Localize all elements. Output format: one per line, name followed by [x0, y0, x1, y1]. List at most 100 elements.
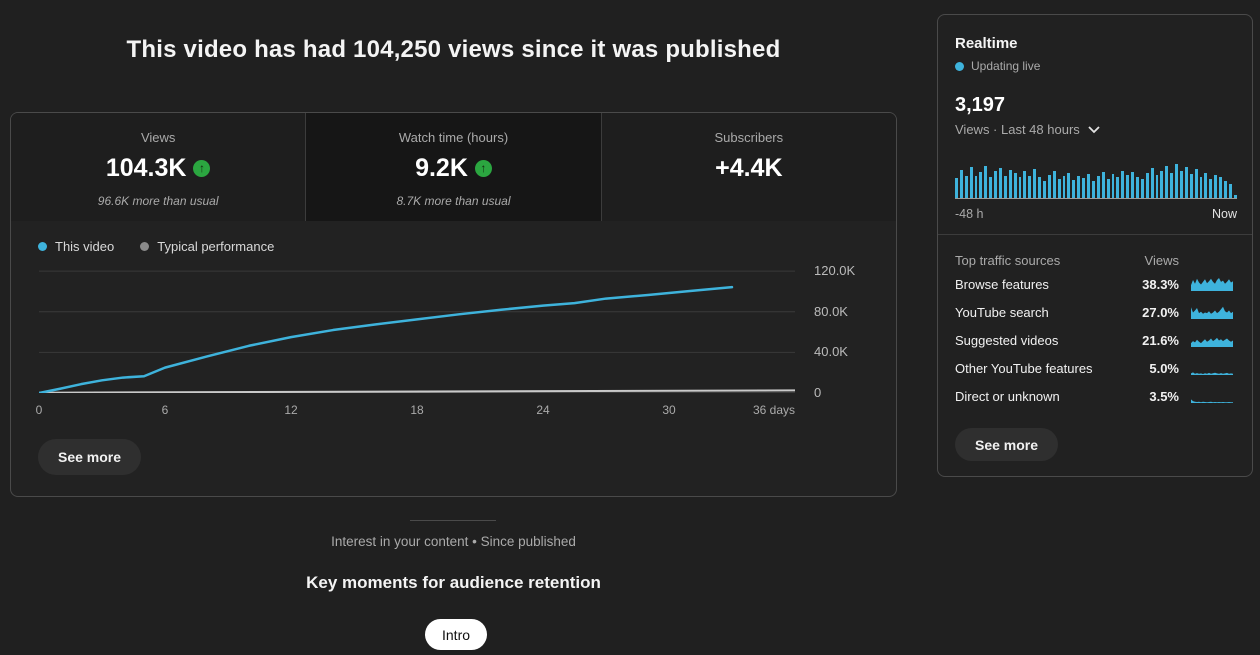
realtime-bar — [964, 176, 968, 198]
realtime-bar — [1052, 171, 1056, 198]
realtime-bar — [1170, 173, 1174, 198]
views-line-chart[interactable] — [37, 261, 796, 395]
key-moments-title: Key moments for audience retention — [306, 573, 601, 592]
x-axis-labels: 0 6 12 18 24 30 36 days — [36, 403, 795, 419]
realtime-bar — [1199, 177, 1203, 198]
realtime-bar — [959, 170, 963, 198]
traffic-source-percentage: 27.0% — [1142, 304, 1179, 320]
realtime-see-more-button[interactable]: See more — [955, 428, 1059, 461]
legend-typical-performance[interactable]: Typical performance — [140, 239, 274, 254]
tab-watch-time[interactable]: Watch time (hours) 9.2K ↑ 8.7K more than… — [305, 113, 601, 221]
card-divider — [938, 234, 1252, 235]
realtime-bar — [1223, 181, 1227, 198]
y-tick-label: 120.0K — [814, 263, 856, 279]
realtime-bar — [1057, 179, 1061, 198]
tab-watch-time-subtitle: 8.7K more than usual — [396, 194, 511, 208]
realtime-bar — [1116, 177, 1120, 198]
realtime-bar — [1101, 172, 1105, 198]
tab-subscribers[interactable]: Subscribers +4.4K — [600, 113, 896, 221]
traffic-source-sparkline — [1191, 389, 1233, 403]
tab-watch-time-value: 9.2K — [415, 154, 468, 182]
realtime-bar — [1150, 168, 1154, 198]
traffic-source-label: YouTube search — [955, 304, 1049, 320]
intro-moment-chip[interactable]: Intro — [425, 619, 488, 650]
live-dot-icon — [955, 61, 964, 71]
realtime-bar — [969, 167, 973, 198]
realtime-views-count: 3,197 — [955, 94, 1006, 116]
traffic-source-label: Browse features — [955, 276, 1049, 292]
realtime-bar — [1214, 175, 1218, 198]
axis-end-label: Now — [1211, 207, 1237, 221]
realtime-bar — [994, 171, 998, 198]
legend-this-video-label: This video — [55, 239, 115, 254]
realtime-axis: -48 h Now — [955, 207, 1237, 221]
traffic-source-percentage: 38.3% — [1142, 276, 1179, 292]
traffic-source-row: Suggested videos 21.6% — [955, 326, 1233, 354]
realtime-bar — [1204, 173, 1208, 198]
realtime-bar — [1209, 179, 1213, 198]
realtime-bar — [1140, 179, 1144, 198]
realtime-card: Realtime Updating live 3,197 Views · Las… — [937, 14, 1253, 477]
x-tick-label: 36 days — [752, 403, 795, 417]
realtime-bar — [1047, 175, 1051, 198]
traffic-header-label: Top traffic sources — [955, 253, 1061, 268]
realtime-bar — [1091, 181, 1095, 198]
realtime-bar — [1082, 178, 1086, 198]
traffic-sources-list: Browse features 38.3% YouTube search 27.0% S… — [955, 270, 1233, 410]
realtime-bar — [1160, 171, 1164, 198]
realtime-bar — [1184, 167, 1188, 198]
realtime-bar — [1018, 177, 1022, 198]
realtime-status: Updating live — [955, 59, 1040, 73]
realtime-bar — [1175, 164, 1178, 198]
tab-views[interactable]: Views 104.3K ↑ 96.6K more than usual — [11, 113, 305, 221]
traffic-source-row: Direct or unknown 3.5% — [955, 382, 1233, 410]
realtime-bar — [1179, 171, 1183, 198]
see-more-button[interactable]: See more — [38, 439, 142, 475]
realtime-bar — [955, 178, 958, 198]
realtime-bars-chart[interactable] — [955, 161, 1237, 199]
realtime-bar — [1165, 166, 1169, 198]
traffic-source-percentage: 21.6% — [1142, 332, 1179, 348]
traffic-source-sparkline — [1191, 361, 1233, 375]
realtime-bar — [1096, 176, 1100, 198]
traffic-source-label: Suggested videos — [955, 332, 1059, 348]
realtime-bar — [1189, 174, 1193, 198]
realtime-bar — [1072, 180, 1076, 198]
x-tick-label: 18 — [410, 403, 424, 417]
realtime-bar — [974, 176, 978, 198]
realtime-bar — [1008, 170, 1012, 198]
realtime-bar — [1233, 195, 1237, 198]
legend-this-video[interactable]: This video — [38, 239, 114, 254]
chart-context-caption: Interest in your content • Since publish… — [331, 534, 576, 549]
realtime-bar — [1111, 174, 1115, 198]
realtime-bar — [1106, 179, 1110, 198]
traffic-source-percentage: 3.5% — [1149, 388, 1179, 404]
realtime-bar — [1033, 169, 1037, 198]
y-tick-label: 0 — [814, 385, 822, 400]
chart-legend: This video Typical performance — [38, 239, 274, 254]
realtime-bar — [1077, 176, 1081, 198]
realtime-bar — [1131, 172, 1134, 198]
traffic-source-label: Other YouTube features — [955, 360, 1093, 376]
realtime-bar — [1219, 177, 1222, 198]
tab-subscribers-value: +4.4K — [715, 154, 783, 182]
realtime-bar — [1087, 174, 1090, 198]
realtime-range-dropdown[interactable]: Views · Last 48 hours — [955, 122, 1100, 137]
realtime-bar — [1194, 169, 1198, 198]
realtime-status-label: Updating live — [971, 59, 1041, 73]
traffic-sources-header: Top traffic sources Views — [955, 253, 1179, 268]
realtime-bar — [1145, 173, 1149, 198]
realtime-bar — [979, 172, 983, 198]
chevron-down-icon — [1088, 125, 1100, 133]
x-tick-label: 30 — [662, 403, 676, 417]
tab-views-subtitle: 96.6K more than usual — [97, 194, 219, 208]
realtime-bar — [1062, 176, 1066, 198]
traffic-source-label: Direct or unknown — [955, 388, 1060, 404]
legend-dot-icon — [140, 242, 150, 251]
realtime-bar — [1038, 177, 1042, 198]
tab-subscribers-label: Subscribers — [714, 130, 784, 145]
realtime-bar — [1067, 173, 1071, 198]
trend-up-icon: ↑ — [474, 160, 492, 177]
traffic-source-row: Browse features 38.3% — [955, 270, 1233, 298]
